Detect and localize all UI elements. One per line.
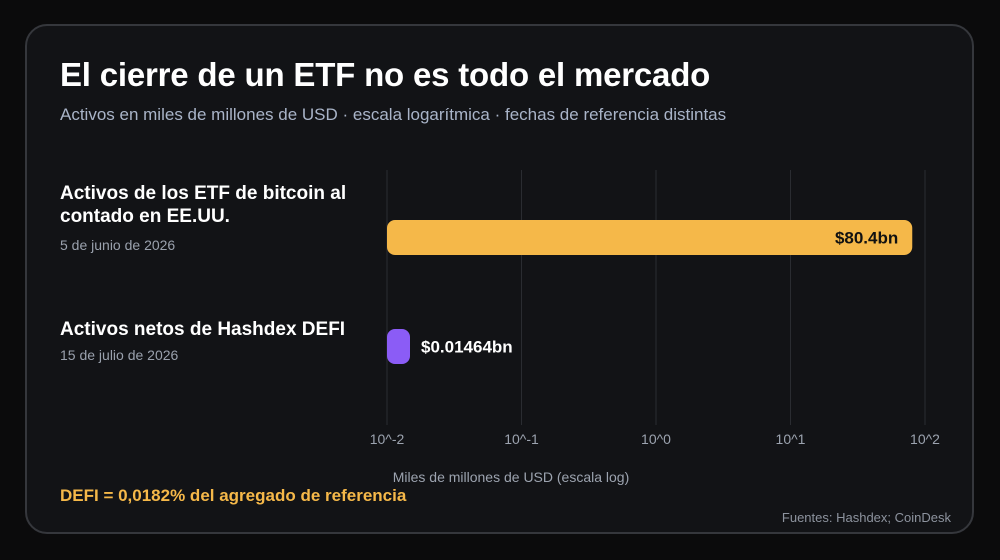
footnote: DEFI = 0,0182% del agregado de referenci… <box>60 486 407 505</box>
x-axis-title: Miles de millones de USD (escala log) <box>393 469 630 485</box>
bar <box>387 329 410 364</box>
chart-card <box>25 24 974 534</box>
chart-title: El cierre de un ETF no es todo el mercad… <box>60 56 711 93</box>
bars: $80.4bn $0.01464bn <box>387 220 913 364</box>
bar-value-label: $0.01464bn <box>421 338 513 357</box>
gridlines <box>386 170 926 425</box>
x-tick-label: 10^2 <box>910 431 940 447</box>
row-label-hashdex-defi: Activos netos de Hashdex DEFI <box>60 319 346 340</box>
bar-value-label: $80.4bn <box>835 229 898 248</box>
row-date-hashdex-defi: 15 de julio de 2026 <box>60 347 179 363</box>
x-tick-label: 10^-1 <box>504 431 539 447</box>
bar <box>387 220 913 255</box>
source-note: Fuentes: Hashdex; CoinDesk <box>781 510 951 525</box>
row-label-us-spot-etf: Activos de los ETF de bitcoin al contado… <box>60 183 347 227</box>
x-tick-label: 10^1 <box>776 431 806 447</box>
row-date-us-spot-etf: 5 de junio de 2026 <box>60 237 176 253</box>
chart-subtitle: Activos en miles de millones de USD · es… <box>60 105 727 124</box>
x-tick-label: 10^-2 <box>370 431 405 447</box>
x-tick-label: 10^0 <box>641 431 671 447</box>
x-axis-ticks: 10^-2 10^-1 10^0 10^1 10^2 <box>370 431 940 447</box>
